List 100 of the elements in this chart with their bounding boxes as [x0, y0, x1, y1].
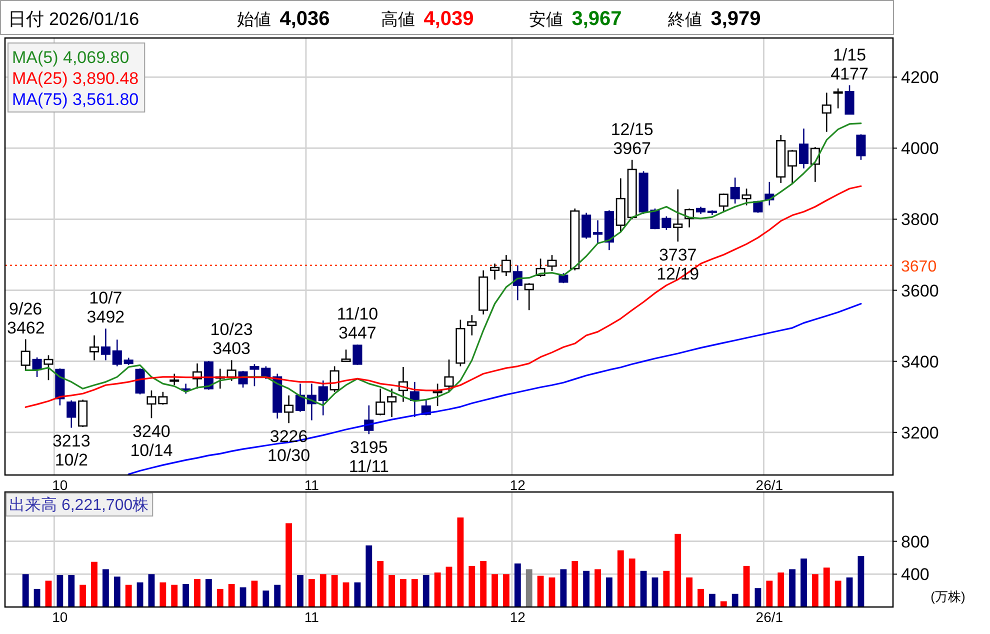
text: 終値 3,979 [667, 8, 761, 30]
candlestick [788, 149, 798, 185]
candlestick [158, 391, 168, 406]
candlestick [284, 394, 294, 424]
bar [468, 566, 476, 607]
bar [228, 584, 235, 607]
bar [171, 584, 178, 607]
bar [160, 582, 166, 607]
bar [594, 569, 601, 607]
bar [411, 579, 418, 607]
text: MA(25) 3,890.48 [12, 69, 139, 88]
bar [766, 580, 773, 607]
candlestick [558, 272, 568, 284]
candlestick [833, 88, 843, 109]
x-tick-label: 12 [510, 477, 526, 493]
bar [354, 582, 361, 607]
bar [262, 590, 270, 607]
bar [514, 563, 521, 607]
bar [342, 582, 350, 607]
bar [320, 574, 326, 607]
bar [182, 584, 190, 607]
candlestick [662, 216, 672, 231]
bar [286, 523, 292, 607]
bar [251, 580, 258, 607]
bar [240, 587, 246, 607]
candlestick [170, 373, 180, 386]
candlestick [352, 344, 362, 366]
candlestick [250, 364, 260, 387]
bar [45, 580, 52, 607]
bar [446, 566, 452, 607]
chart-title: 日付 2026/01/16 [8, 9, 140, 29]
bar [366, 545, 372, 607]
annotation: 3213 10/2 [52, 432, 90, 470]
bar [652, 577, 658, 607]
bar [617, 550, 624, 607]
candlestick [66, 400, 76, 428]
text: 高値 4,039 [381, 8, 474, 30]
annotation: 3226 10/30 [268, 427, 310, 466]
bar [743, 566, 750, 607]
candlestick [318, 380, 328, 416]
annotation: 3240 10/14 [130, 422, 173, 460]
bar [216, 588, 224, 607]
y-tick-label: 3600 [901, 281, 939, 300]
bar [205, 579, 212, 607]
bar [331, 574, 338, 607]
bar [422, 574, 430, 607]
bar [800, 558, 807, 607]
bar [194, 579, 200, 607]
bar [686, 577, 693, 607]
candlestick [341, 348, 351, 363]
bar [560, 569, 567, 607]
bar [297, 574, 304, 607]
candlestick [844, 84, 854, 116]
y-tick-label: 400 [901, 565, 930, 584]
bar [388, 574, 395, 607]
y-tick-label: 3800 [901, 210, 939, 230]
bar [136, 582, 144, 607]
x-tick-label: 12 [510, 609, 526, 625]
y-tick-label: 800 [901, 532, 930, 552]
chart-title: 出来高 6,221,700株 [9, 496, 149, 514]
bar [537, 576, 544, 607]
bar [789, 569, 796, 607]
y-axis-title: (万株) [930, 589, 966, 604]
bar [91, 562, 98, 607]
text: MA(5) 4,069.80 [12, 48, 130, 67]
x-tick-label: 11 [304, 477, 320, 493]
bar [823, 568, 830, 607]
bar [503, 574, 510, 607]
candlestick [330, 366, 340, 393]
x-tick-label: 10 [52, 609, 68, 625]
bar [80, 584, 86, 607]
candlestick [742, 188, 752, 206]
annotation: 12/15 3967 [610, 120, 654, 158]
bar [674, 534, 682, 607]
bar [778, 572, 784, 607]
bar [480, 561, 487, 607]
bar [102, 569, 109, 607]
text: 安値 3,967 [529, 8, 622, 30]
candlestick [673, 188, 683, 242]
annotation: 11/10 3447 [336, 304, 378, 343]
y-tick-label: 4200 [901, 68, 939, 88]
x-tick-label: 26/1 [756, 477, 784, 493]
bar [583, 570, 590, 607]
bar [640, 570, 647, 607]
candlestick [501, 254, 511, 277]
bar [308, 579, 315, 607]
candlestick [730, 176, 740, 204]
annotation: 1/15 4177 [830, 45, 868, 84]
bar [148, 574, 155, 607]
x-tick-label: 26/1 [756, 609, 784, 625]
annotation: 3195 11/11 [348, 438, 389, 476]
candlestick [512, 264, 522, 301]
annotation: 10/7 3492 [86, 288, 125, 327]
bar [526, 569, 532, 607]
x-tick-label: 10 [52, 477, 68, 493]
candlestick [798, 128, 809, 170]
candlestick [44, 354, 54, 381]
bar [548, 577, 556, 607]
bar [68, 574, 75, 607]
candlestick [112, 338, 122, 367]
